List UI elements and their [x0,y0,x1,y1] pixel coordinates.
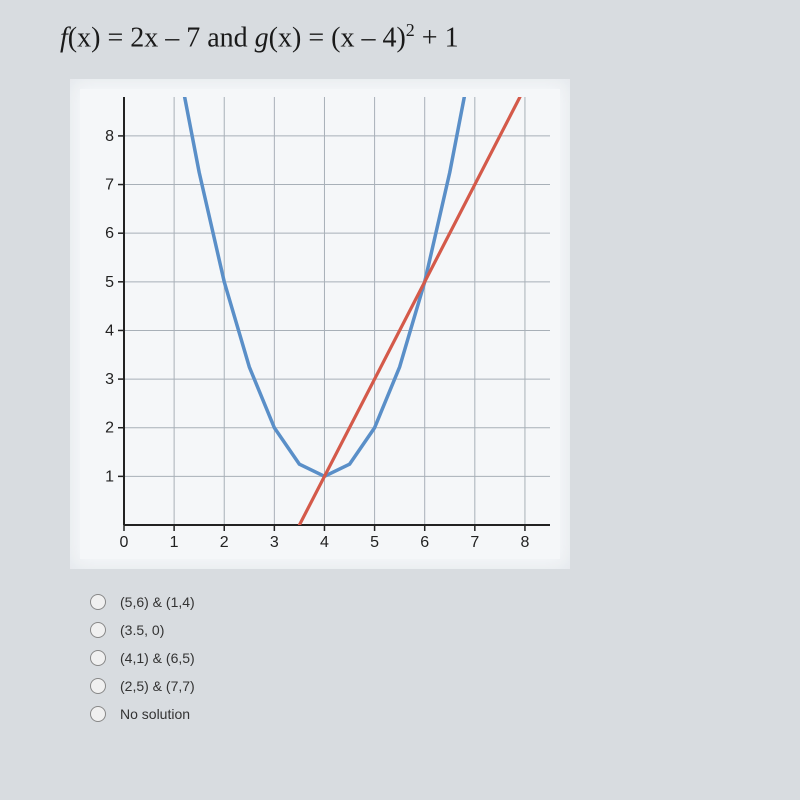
svg-text:7: 7 [470,534,479,551]
equation-text: f(x) = 2x – 7 and g(x) = (x – 4)2 + 1 [30,20,770,54]
radio-icon[interactable] [90,678,106,694]
option-label: (3.5, 0) [120,622,164,638]
svg-text:8: 8 [105,128,114,145]
g-var: (x) [269,22,302,53]
option-label: (4,1) & (6,5) [120,650,195,666]
svg-text:5: 5 [370,534,379,551]
chart-container: 0 1 2 3 4 5 6 7 8 1 2 3 4 5 6 7 8 [70,79,570,569]
option-label: No solution [120,706,190,722]
f-rhs: 2x – 7 [130,22,200,53]
g-rhs-b: + 1 [415,22,459,53]
option-label: (5,6) & (1,4) [120,594,195,610]
option-row[interactable]: (2,5) & (7,7) [90,678,770,694]
option-label: (2,5) & (7,7) [120,678,195,694]
radio-icon[interactable] [90,594,106,610]
radio-icon[interactable] [90,706,106,722]
svg-text:4: 4 [105,323,114,340]
radio-icon[interactable] [90,622,106,638]
option-row[interactable]: (4,1) & (6,5) [90,650,770,666]
chart-svg: 0 1 2 3 4 5 6 7 8 1 2 3 4 5 6 7 8 [80,89,560,559]
svg-text:3: 3 [105,371,114,388]
eq2: = [301,22,331,53]
options-list: (5,6) & (1,4) (3.5, 0) (4,1) & (6,5) (2,5) … [90,594,770,722]
option-row[interactable]: (5,6) & (1,4) [90,594,770,610]
svg-text:2: 2 [105,420,114,437]
g-rhs-a: (x – 4) [331,22,406,53]
svg-text:6: 6 [420,534,429,551]
and-text: and [200,22,254,53]
option-row[interactable]: No solution [90,706,770,722]
svg-text:8: 8 [520,534,529,551]
eq1: = [100,22,130,53]
svg-text:3: 3 [270,534,279,551]
svg-text:0: 0 [120,534,129,551]
svg-text:2: 2 [220,534,229,551]
svg-text:4: 4 [320,534,329,551]
svg-text:1: 1 [105,469,114,486]
svg-text:6: 6 [105,226,114,243]
svg-text:1: 1 [170,534,179,551]
option-row[interactable]: (3.5, 0) [90,622,770,638]
svg-text:7: 7 [105,177,114,194]
f-lhs: f [60,22,68,53]
radio-icon[interactable] [90,650,106,666]
g-lhs: g [255,22,269,53]
svg-text:5: 5 [105,274,114,291]
f-var: (x) [68,22,101,53]
g-rhs-exp: 2 [406,20,415,40]
